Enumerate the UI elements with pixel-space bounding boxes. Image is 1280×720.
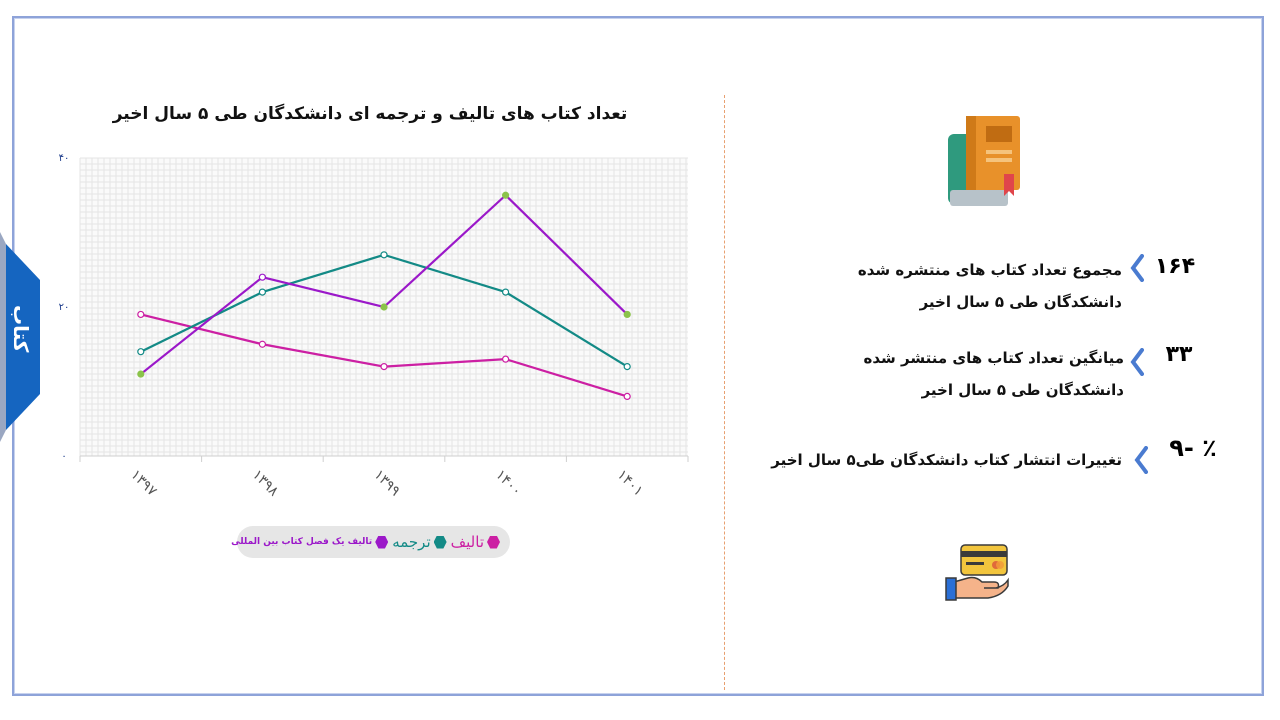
series-point-0 (623, 392, 631, 400)
legend-item-talif: تالیف (451, 533, 500, 551)
series-point-2 (502, 191, 510, 199)
y-tick-label: ۰ (61, 451, 66, 462)
legend-swatch-tarjome (433, 535, 447, 549)
series-point-2 (623, 310, 631, 319)
x-tick-label: ۱۴۰۱ (614, 467, 647, 500)
chart-title: تعداد کتاب های تالیف و ترجمه ای دانشکدگا… (112, 104, 628, 124)
series-point-1 (258, 288, 266, 296)
chevron-left-icon (1130, 348, 1144, 376)
series-point-0 (258, 340, 266, 348)
legend-swatch-chapter (375, 535, 389, 549)
chevron-left-icon (1134, 446, 1148, 474)
section-divider (724, 95, 725, 690)
y-tick-label: ۲۰ (59, 302, 70, 313)
x-tick-label: ۱۳۹۷ (127, 467, 160, 500)
chart-axes (79, 455, 689, 462)
series-point-1 (502, 288, 510, 296)
series-point-0 (502, 355, 510, 363)
stat-total-text: مجموع تعداد کتاب های منتشره شده دانشکدگا… (857, 261, 1122, 311)
legend-label-talif: تالیف (450, 533, 484, 551)
side-tab-shape (0, 232, 40, 442)
chevron-left-icon (1130, 254, 1144, 282)
series-point-1 (137, 348, 145, 356)
series-point-2 (380, 303, 388, 311)
series-point-1 (380, 251, 388, 259)
x-tick-label: ۱۳۹۸ (249, 467, 282, 500)
stat-change-value: ۹- ٪ (1169, 434, 1217, 462)
legend-item-tarjome: ترجمه (392, 533, 447, 551)
series-point-2 (258, 273, 266, 281)
legend-item-chapter: تالیف یک فصل کتاب بین المللی (231, 535, 389, 549)
side-tab-label: کتاب (9, 305, 33, 353)
stat-change-text: تغییرات انتشار کتاب دانشکدگان طی۵ سال اخ… (771, 451, 1122, 469)
series-point-2 (137, 370, 145, 378)
x-tick-label: ۱۳۹۹ (371, 467, 404, 500)
series-point-0 (380, 363, 388, 371)
legend-label-chapter: تالیف یک فصل کتاب بین المللی (231, 537, 373, 547)
legend-label-tarjome: ترجمه (392, 533, 431, 551)
series-point-1 (623, 363, 631, 371)
stat-average-value: ۳۳ (1165, 342, 1193, 367)
chart-series (137, 191, 631, 400)
chart-legend: تالیف ترجمه تالیف یک فصل کتاب بین المللی (231, 526, 510, 558)
y-tick-label: ۴۰ (59, 153, 70, 164)
legend-swatch-talif (487, 535, 500, 549)
hand-card-icon (945, 544, 1009, 601)
x-tick-label: ۱۴۰۰ (492, 467, 525, 500)
book-icon (948, 116, 1020, 206)
stat-average-text: میانگین تعداد کتاب های منتشر شده دانشکدگ… (863, 349, 1124, 399)
line-chart: ۰ ۲۰ ۴۰ ۱۳۹۷ ۱۳۹۸ ۱۳۹۹ ۱۴۰۰ ۱۴۰۱ (59, 153, 689, 500)
series-point-0 (137, 310, 145, 319)
stat-total-value: ۱۶۴ (1154, 254, 1196, 279)
